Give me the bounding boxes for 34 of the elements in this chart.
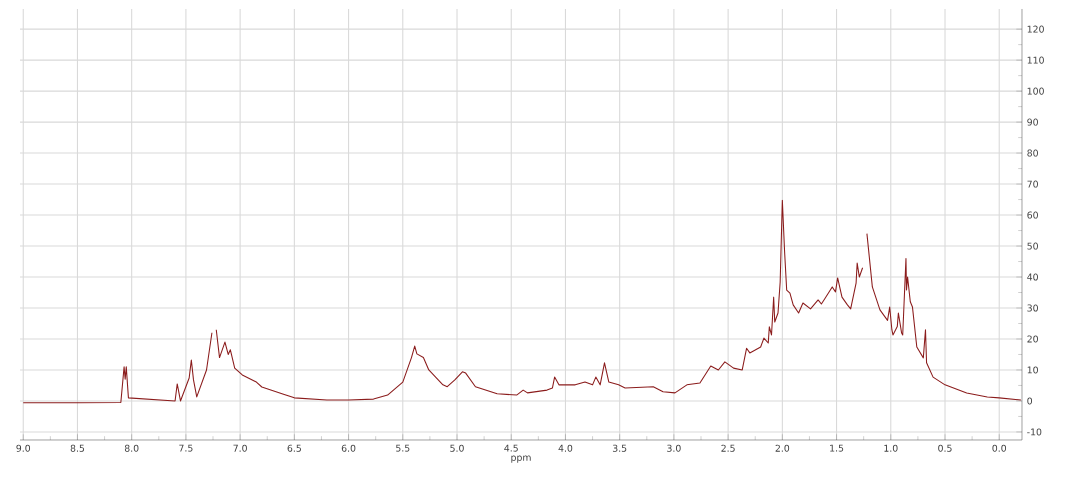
y-tick-label: 80 [1027,149,1038,157]
x-tick-label: 8.5 [70,444,85,452]
x-tick-label: 4.5 [504,444,518,452]
y-tick-label: 110 [1027,56,1044,64]
y-tick-label: 90 [1027,118,1038,126]
x-tick-label: 4.0 [558,444,573,452]
x-tick-label: 8.0 [124,444,139,452]
x-tick-label: 9.0 [16,444,31,452]
y-tick-label: 10 [1027,366,1038,374]
y-tick-label: 20 [1027,335,1038,343]
x-tick-label: 5.5 [396,444,410,452]
x-tick-label: 6.0 [341,444,356,452]
x-tick-label: 1.5 [830,444,844,452]
y-tick-label: 120 [1027,25,1044,33]
x-tick-label: 7.5 [179,444,193,452]
y-tick-label: 0 [1027,397,1033,405]
x-tick-label: 2.0 [775,444,790,452]
x-tick-label: 3.0 [667,444,681,452]
y-tick-label: 60 [1027,211,1038,219]
x-axis-title: ppm [511,455,531,463]
x-tick-label: 3.5 [612,444,627,452]
y-tick-label: 70 [1027,180,1038,188]
x-tick-label: 7.0 [233,444,247,452]
x-tick-label: 0.5 [938,444,952,452]
x-tick-label: 0.0 [992,444,1007,452]
x-tick-label: 6.5 [287,444,301,452]
x-tick-label: 1.0 [884,444,898,452]
y-tick-label: 50 [1027,242,1038,250]
x-tick-label: 5.0 [450,444,464,452]
y-tick-label: -10 [1027,428,1042,436]
y-tick-label: 40 [1027,273,1038,281]
y-tick-label: 100 [1027,87,1044,95]
y-tick-label: 30 [1027,304,1038,312]
x-tick-label: 2.5 [721,444,735,452]
